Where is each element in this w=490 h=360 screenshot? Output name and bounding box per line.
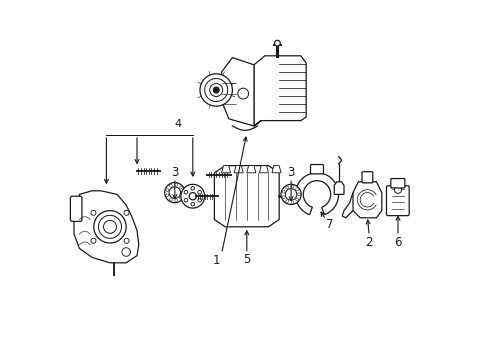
Circle shape: [179, 196, 182, 199]
Circle shape: [213, 87, 219, 93]
FancyBboxPatch shape: [311, 165, 323, 174]
Circle shape: [191, 202, 195, 206]
Circle shape: [291, 185, 294, 188]
Circle shape: [282, 196, 285, 199]
Circle shape: [200, 74, 232, 106]
Circle shape: [394, 186, 402, 193]
Text: 3: 3: [288, 166, 295, 179]
Circle shape: [94, 211, 126, 243]
FancyBboxPatch shape: [387, 186, 409, 216]
FancyBboxPatch shape: [391, 179, 405, 188]
FancyBboxPatch shape: [362, 172, 373, 183]
Circle shape: [98, 215, 122, 238]
Circle shape: [181, 184, 205, 208]
Polygon shape: [259, 166, 269, 173]
Circle shape: [274, 40, 280, 46]
Circle shape: [184, 190, 188, 194]
FancyBboxPatch shape: [71, 196, 82, 221]
Circle shape: [189, 193, 196, 200]
Circle shape: [165, 183, 185, 203]
Circle shape: [166, 188, 169, 191]
Circle shape: [205, 78, 228, 102]
Polygon shape: [215, 166, 279, 227]
Circle shape: [198, 190, 201, 194]
Circle shape: [295, 188, 298, 191]
Circle shape: [281, 184, 301, 204]
Polygon shape: [272, 166, 281, 173]
Text: 1: 1: [213, 255, 220, 267]
Text: 3: 3: [171, 166, 178, 179]
Circle shape: [124, 210, 129, 215]
Circle shape: [286, 186, 289, 189]
Text: 4: 4: [175, 119, 182, 129]
Circle shape: [166, 194, 169, 197]
Circle shape: [124, 238, 129, 243]
Circle shape: [238, 88, 248, 99]
Circle shape: [286, 200, 289, 203]
Polygon shape: [353, 182, 382, 218]
Polygon shape: [334, 182, 344, 194]
Circle shape: [295, 198, 298, 201]
Polygon shape: [254, 56, 306, 126]
Polygon shape: [221, 166, 231, 173]
Circle shape: [122, 248, 130, 256]
Text: 2: 2: [366, 237, 373, 249]
Text: 5: 5: [243, 253, 250, 266]
Polygon shape: [221, 58, 261, 126]
Polygon shape: [295, 173, 339, 215]
Circle shape: [170, 184, 172, 187]
Circle shape: [103, 220, 117, 233]
Polygon shape: [74, 191, 139, 263]
Circle shape: [175, 183, 177, 186]
Polygon shape: [247, 166, 256, 173]
Circle shape: [285, 189, 297, 200]
Circle shape: [91, 210, 96, 215]
Text: 7: 7: [326, 219, 333, 231]
Circle shape: [91, 238, 96, 243]
Circle shape: [184, 198, 188, 202]
Circle shape: [181, 191, 184, 194]
Circle shape: [210, 84, 222, 96]
Circle shape: [175, 199, 177, 202]
Circle shape: [291, 201, 294, 204]
Circle shape: [282, 190, 285, 193]
Circle shape: [179, 186, 182, 189]
Circle shape: [198, 198, 201, 202]
Text: 6: 6: [394, 237, 402, 249]
Circle shape: [169, 187, 180, 198]
Circle shape: [170, 198, 172, 201]
Circle shape: [191, 186, 195, 190]
Circle shape: [297, 193, 300, 196]
Polygon shape: [234, 166, 243, 173]
